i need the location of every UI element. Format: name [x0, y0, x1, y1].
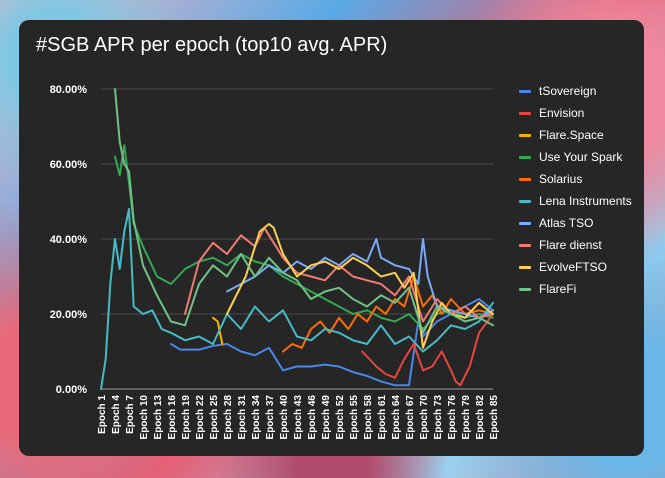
- legend-label: Envision: [539, 106, 585, 120]
- series-line-evolveftso: [226, 223, 494, 349]
- y-tick-label: 20.00%: [50, 309, 88, 321]
- y-axis-ticks: 0.00% 20.00% 40.00% 60.00% 80.00%: [50, 84, 88, 396]
- x-tick-label: Epoch 19: [181, 395, 192, 440]
- legend: tSovereign Envision Flare.Space Use Your Sp…: [519, 80, 641, 300]
- x-tick-label: Epoch 13: [153, 395, 164, 440]
- legend-item: EvolveFTSO: [519, 256, 641, 278]
- series-line-lena-instruments: [100, 208, 494, 390]
- x-tick-label: Epoch 16: [167, 395, 178, 440]
- legend-label: Flare.Space: [539, 128, 604, 142]
- x-tick-label: Epoch 25: [209, 395, 220, 440]
- y-tick-label: 0.00%: [56, 384, 87, 396]
- x-tick-label: Epoch 37: [265, 395, 276, 440]
- x-tick-label: Epoch 1: [97, 395, 108, 434]
- legend-item: Lena Instruments: [519, 190, 641, 212]
- x-tick-label: Epoch 76: [447, 395, 458, 440]
- legend-label: Flare dienst: [539, 238, 602, 252]
- x-axis-ticks: Epoch 1 Epoch 4 Epoch 7 Epoch 10 Epoch 13 Epo…: [97, 395, 500, 440]
- x-tick-label: Epoch 67: [405, 395, 416, 440]
- x-tick-label: Epoch 55: [349, 395, 360, 440]
- legend-item: Solarius: [519, 168, 641, 190]
- x-tick-label: Epoch 31: [237, 395, 248, 440]
- legend-label: Lena Instruments: [539, 194, 632, 208]
- legend-label: Use Your Spark: [539, 150, 623, 164]
- x-tick-label: Epoch 73: [433, 395, 444, 440]
- grid: [101, 88, 493, 390]
- legend-swatch: [519, 155, 531, 159]
- legend-swatch: [519, 89, 531, 93]
- x-tick-label: Epoch 79: [461, 395, 472, 440]
- series-line-tsovereign: [170, 298, 494, 387]
- x-tick-label: Epoch 46: [307, 395, 318, 440]
- y-tick-label: 60.00%: [50, 159, 88, 171]
- legend-item: FlareFi: [519, 278, 641, 300]
- y-tick-label: 80.00%: [50, 84, 88, 96]
- x-tick-label: Epoch 85: [489, 395, 500, 440]
- x-tick-label: Epoch 34: [251, 395, 262, 440]
- x-tick-label: Epoch 61: [377, 395, 388, 440]
- legend-item: Use Your Spark: [519, 146, 641, 168]
- x-tick-label: Epoch 10: [139, 395, 150, 440]
- x-tick-label: Epoch 28: [223, 395, 234, 440]
- x-tick-label: Epoch 82: [475, 395, 486, 440]
- legend-label: Atlas TSO: [539, 216, 594, 230]
- legend-swatch: [519, 287, 531, 291]
- x-tick-label: Epoch 43: [293, 395, 304, 440]
- series-line-envision: [361, 313, 494, 387]
- legend-swatch: [519, 133, 531, 137]
- line-chart: 0.00%20.00%40.00%60.00%80.00% Epoch 1 Epo…: [50, 84, 500, 440]
- series-line-flarefi: [114, 88, 494, 334]
- legend-swatch: [519, 177, 531, 181]
- legend-item: Flare.Space: [519, 124, 641, 146]
- legend-swatch: [519, 111, 531, 115]
- series-line-flare-space: [212, 316, 224, 345]
- series-lines: [100, 88, 494, 390]
- x-tick-label: Epoch 52: [335, 395, 346, 440]
- legend-item: Atlas TSO: [519, 212, 641, 234]
- chart-card: 0.00% 20.00% 40.00% 60.00% 80.00% Epoch 1 Epo…: [19, 20, 644, 456]
- legend-item: Envision: [519, 102, 641, 124]
- x-tick-label: Epoch 49: [321, 395, 332, 440]
- legend-swatch: [519, 265, 531, 269]
- x-tick-label: Epoch 7: [125, 395, 136, 434]
- legend-item: tSovereign: [519, 80, 641, 102]
- x-tick-label: Epoch 22: [195, 395, 206, 440]
- legend-swatch: [519, 199, 531, 203]
- legend-label: EvolveFTSO: [539, 260, 608, 274]
- x-tick-label: Epoch 40: [279, 395, 290, 440]
- legend-label: Solarius: [539, 172, 583, 186]
- series-line-flare-dienst: [184, 226, 494, 323]
- x-tick-label: Epoch 70: [419, 395, 430, 440]
- legend-label: FlareFi: [539, 282, 577, 296]
- legend-label: tSovereign: [539, 84, 597, 98]
- x-tick-label: Epoch 58: [363, 395, 374, 440]
- series-line-use-your-spark: [114, 144, 494, 330]
- legend-item: Flare dienst: [519, 234, 641, 256]
- legend-swatch: [519, 243, 531, 247]
- x-tick-label: Epoch 64: [391, 395, 402, 440]
- series-line-solarius: [282, 275, 494, 353]
- chart-title: #SGB APR per epoch (top10 avg. APR): [36, 34, 388, 56]
- legend-swatch: [519, 221, 531, 225]
- series-line-atlas-tso: [226, 238, 494, 319]
- x-tick-label: Epoch 4: [111, 395, 122, 434]
- y-tick-label: 40.00%: [50, 234, 88, 246]
